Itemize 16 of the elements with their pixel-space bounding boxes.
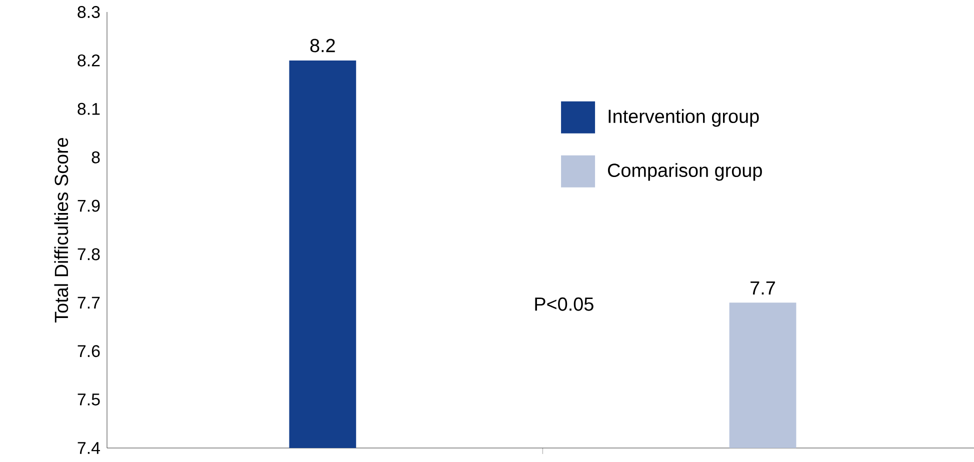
- data-label: 7.7: [750, 281, 775, 294]
- annotation: P<0.05: [535, 297, 594, 311]
- y-axis-title: Total Difficulties Score: [54, 138, 68, 323]
- data-label: 8.2: [310, 38, 335, 52]
- y-tick-label: 8.1: [78, 102, 100, 115]
- y-tick-label: 7.9: [78, 200, 100, 212]
- y-tick-label: 7.6: [78, 345, 100, 358]
- y-tick-label: 7.5: [78, 394, 100, 406]
- y-tick-label: 7.7: [78, 296, 100, 308]
- y-tick-label: 7.8: [78, 248, 100, 260]
- y-tick-label: 8.2: [78, 54, 100, 66]
- y-tick-label: 8.3: [78, 6, 100, 18]
- y-tick-label: 7.4: [78, 442, 100, 454]
- y-tick-label: 8: [92, 151, 100, 164]
- legend-label: Comparison group: [608, 163, 762, 181]
- legend-label: Intervention group: [608, 109, 759, 127]
